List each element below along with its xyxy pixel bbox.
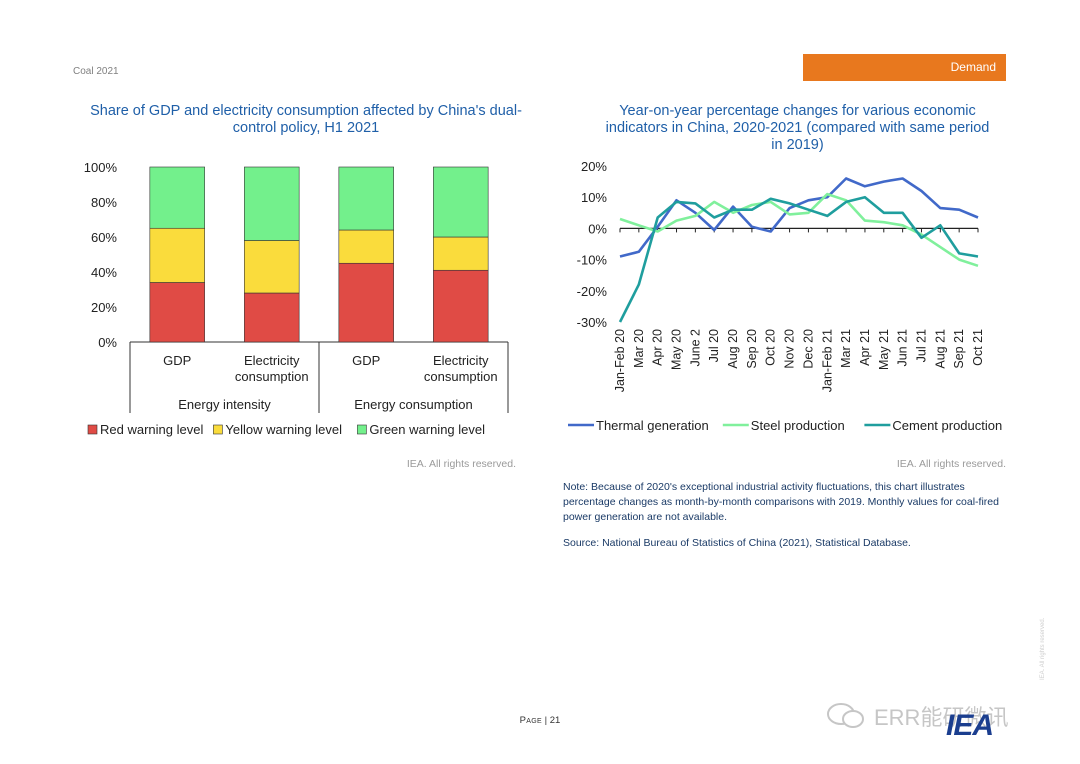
bar-segment [433,236,489,271]
category-label: GDP [352,353,380,368]
bar-segment [338,166,394,231]
x-tick-label: June 2 [688,329,702,367]
chart-source: Source: National Bureau of Statistics of… [563,537,911,549]
x-tick-label: Sep 21 [952,329,966,369]
group-label: Energy consumption [354,397,473,412]
report-title: Coal 2021 [73,66,119,77]
bar-segment [433,269,489,343]
y-tick-label: 20% [581,159,607,174]
left-chart-svg: 0%20%40%60%80%100% GDP Electricityconsump… [84,160,509,437]
y-tick-label: 0% [98,335,117,350]
x-tick-label: Jul 21 [914,329,928,362]
bar-segment [244,240,300,294]
group-label: Energy intensity [178,397,271,412]
y-tick-label: 60% [91,230,117,245]
bar-segment [149,227,205,283]
series-line [618,195,979,323]
right-title-line-1: Year-on-year percentage changes for vari… [619,103,976,119]
category-label: GDP [163,353,191,368]
left-chart-title: Share of GDP and electricity consumption… [90,103,522,136]
right-title-line-2: indicators in China, 2020-2021 (compared… [605,120,990,136]
x-tick-label: Apr 20 [651,329,665,366]
legend-label: Steel production [751,418,845,433]
legend-label: Cement production [892,418,1002,433]
y-tick-label: 80% [91,195,117,210]
left-chart-credit: IEA. All rights reserved. [406,458,516,470]
x-tick-label: Mar 21 [839,329,853,368]
page-label: Page [519,715,542,726]
x-tick-label: Jan-Feb 20 [613,329,627,392]
page-number: Page | 21 [500,715,580,726]
category-label: consumption [424,369,498,384]
watermark: ERR能研微讯 [826,698,1008,734]
bar-segment [149,166,205,229]
legend-label: Green warning level [369,422,485,437]
y-tick-label: 100% [84,160,118,175]
x-tick-label: Sep 20 [745,329,759,369]
x-tick-label: Aug 20 [726,329,740,369]
bar-segment [149,282,205,343]
bar-segment [244,292,300,343]
series-line [619,177,979,258]
x-tick-label: Oct 20 [764,329,778,366]
x-tick-label: Jan-Feb 21 [820,329,834,392]
category-label: Electricity [244,353,300,368]
page-separator: | [542,715,550,726]
legend-label: Yellow warning level [225,422,342,437]
iea-logo: IEA [946,709,994,742]
x-tick-label: Aug 21 [933,329,947,369]
x-tick-label: Jun 21 [896,329,910,367]
category-label: Electricity [433,353,489,368]
y-tick-label: 0% [588,221,607,236]
legend-swatch [357,424,367,435]
right-chart-svg: -30% -20% -10% 0% 10% 20% Jan-Feb 20 Mar 20 Apr… [568,159,1002,433]
x-tick-label: Jul 20 [707,329,721,362]
page-value: 21 [549,715,561,726]
x-tick-label: Dec 20 [801,329,815,369]
bar-segment [338,262,394,343]
x-tick-label: Apr 21 [858,329,872,366]
section-tag: Demand [803,54,1006,81]
right-title-line-3: in 2019) [771,137,824,153]
right-chart-credit: IEA. All rights reserved. [896,458,1006,470]
y-tick-label: -10% [577,253,608,268]
x-tick-label: Nov 20 [783,329,797,369]
x-tick-label: May 21 [877,329,891,370]
category-label: consumption [235,369,309,384]
x-tick-label: Oct 21 [971,329,985,366]
right-chart-title: Year-on-year percentage changes for vari… [570,103,1025,154]
chat-bubble-icon [827,703,864,728]
legend-swatch [87,424,98,435]
legend-swatch [213,424,223,435]
bar-segment [338,229,394,264]
chart-note: Note: Because of 2020's exceptional indu… [563,481,999,523]
y-tick-label: -30% [577,315,608,330]
y-tick-label: 10% [581,190,607,205]
x-tick-label: Mar 20 [632,329,646,368]
bar-segment [433,166,489,238]
y-tick-label: 40% [91,265,117,280]
watermark-text: ERR能研微讯 [874,705,1009,730]
legend-label: Thermal generation [596,418,709,433]
side-rights-text: IEA. All rights reserved. [1040,617,1046,680]
x-tick-label: May 20 [670,329,684,370]
y-tick-label: 20% [91,300,117,315]
y-tick-label: -20% [577,284,608,299]
bar-segment [244,166,300,241]
legend-label: Red warning level [100,422,203,437]
